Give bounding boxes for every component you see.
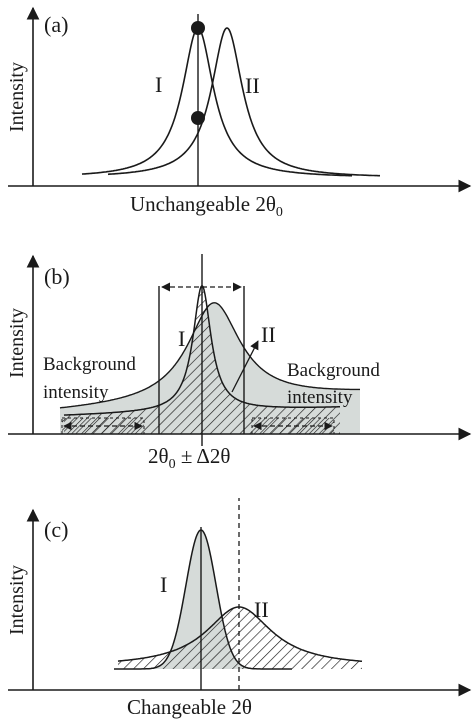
panel-a-tag: (a): [44, 12, 68, 37]
panel-c-label-ii: II: [254, 597, 269, 622]
panel-b-x-label-main: 2θ: [148, 444, 169, 468]
panel-a-label-ii: II: [245, 73, 260, 98]
panel-b-right-annotation-line2: intensity: [287, 387, 353, 408]
panel-b-y-label: Intensity: [6, 308, 28, 378]
panel-c-curve-i: [114, 529, 292, 670]
panel-a-intersect-dot: [191, 111, 205, 125]
panel-a-x-label: Unchangeable 2θ0: [130, 192, 283, 220]
panel-c-label-i: I: [160, 572, 167, 597]
panel-a-x-label-main: Unchangeable 2θ: [130, 192, 276, 216]
panel-c: (c) I II Intensity Changeable 2θ: [6, 498, 472, 719]
panel-b-label-i: I: [178, 326, 185, 351]
panel-b-left-annotation-line1: Background: [43, 354, 136, 375]
panel-a-curve-i: [81, 27, 353, 177]
panel-a-curve-ii: [107, 27, 380, 177]
panel-a-x-label-sub: 0: [276, 205, 283, 220]
panel-c-curve-i-fill: [114, 530, 292, 669]
panel-a-label-i: I: [155, 72, 162, 97]
panel-c-curve-ii: [117, 606, 363, 663]
panel-a: (a) I II Intensity Unchangeable 2θ0: [6, 6, 472, 220]
panel-b-right-annotation-line1: Background: [287, 360, 380, 381]
panel-c-y-label: Intensity: [6, 565, 28, 635]
panel-b-tag: (b): [44, 264, 70, 289]
panel-a-peak-dot: [191, 21, 205, 35]
panel-c-tag: (c): [44, 517, 68, 542]
panel-a-y-label: Intensity: [6, 62, 28, 132]
panel-b-label-ii-pointer: [231, 340, 259, 393]
panel-c-x-label: Changeable 2θ: [127, 695, 252, 719]
panel-b-label-ii: II: [261, 322, 276, 347]
panel-b-left-annotation-line2: intensity: [43, 382, 109, 403]
panel-b-x-label-sub: 0: [169, 457, 176, 472]
panel-b-curve-ii: [59, 302, 360, 409]
panel-b: (b) I II Background intensity Background…: [6, 254, 472, 472]
panel-b-x-label-tail: ± Δ2θ: [176, 444, 231, 468]
panel-c-curve-ii-fill: [118, 607, 362, 669]
panel-b-x-label: 2θ0 ± Δ2θ: [148, 444, 231, 472]
